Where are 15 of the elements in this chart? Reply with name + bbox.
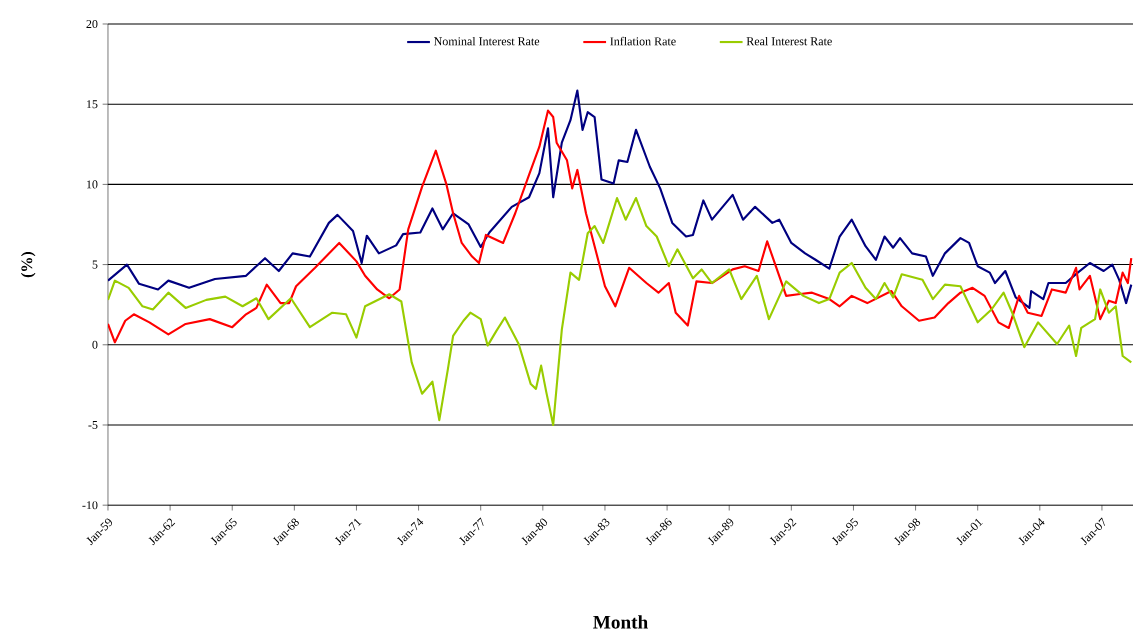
x-axis-title: Month: [593, 615, 648, 629]
line-series: [107, 89, 1133, 309]
y-axis-title: (%): [20, 251, 36, 278]
legend-label: Real Interest Rate: [746, 36, 832, 46]
line-series: [107, 196, 1133, 426]
line-series: [107, 109, 1133, 344]
legend-label: Nominal Interest Rate: [434, 36, 540, 46]
y-tick-label: 0: [92, 340, 98, 349]
y-tick-label: -5: [88, 420, 98, 429]
y-tick-label: -10: [82, 501, 98, 510]
y-tick-label: 15: [86, 100, 98, 109]
legend-label: Inflation Rate: [610, 36, 676, 46]
y-tick-label: 20: [86, 19, 98, 28]
y-tick-label: 5: [92, 260, 98, 269]
y-tick-label: 10: [86, 180, 98, 189]
